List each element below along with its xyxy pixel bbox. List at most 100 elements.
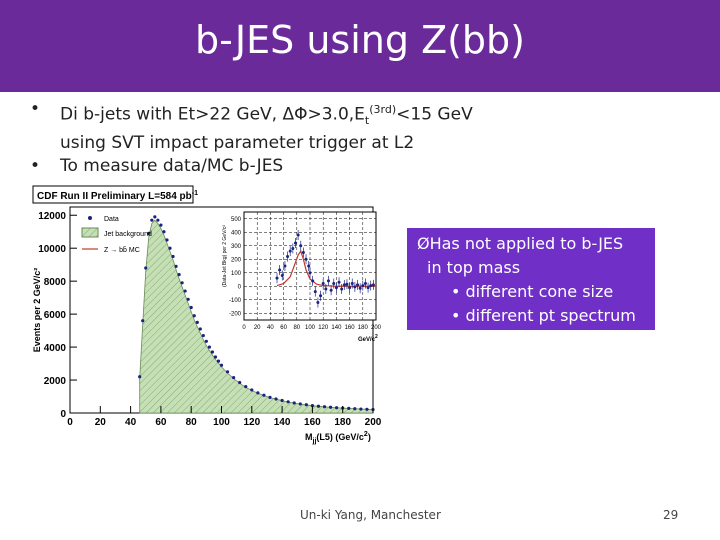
legend-marker-bkg: [81, 227, 99, 238]
chart-title-main: CDF Run II Preliminary L=584 pb: [37, 191, 192, 202]
x-tick-label: 180: [334, 417, 351, 428]
inset-data-point: [301, 251, 305, 254]
inset-x-tick-label: 80: [293, 325, 300, 331]
bullet-1-sup: (3rd): [369, 103, 397, 116]
data-point: [347, 406, 351, 410]
bullet-1-sub: t: [364, 114, 370, 128]
x-tick-label: 60: [155, 417, 167, 428]
bullet-1-text: Di b-jets with Et>22 GeV, ΔΦ>3.0,Et(3rd)…: [60, 98, 473, 132]
chart-title-sup: -1: [192, 190, 198, 197]
inset-data-point: [356, 283, 360, 287]
inset-data-point: [340, 287, 344, 291]
inset-series-signal: [276, 249, 376, 287]
inset-data-point: [291, 246, 295, 250]
inset-x-tick-label: 0: [242, 325, 246, 331]
y-tick-label: 4000: [44, 343, 67, 354]
data-point: [144, 266, 148, 270]
inset-data-point: [332, 282, 336, 286]
data-point: [192, 314, 196, 318]
data-point: [341, 406, 345, 410]
data-point: [316, 404, 321, 408]
data-point: [280, 398, 284, 403]
data-point: [225, 370, 230, 374]
data-point: [219, 363, 224, 367]
inset-data-point: [283, 264, 287, 268]
inset-data-point: [342, 283, 346, 287]
x-tick-label: 80: [186, 417, 198, 428]
inset-data-point: [345, 282, 349, 286]
data-point: [256, 391, 260, 395]
data-point: [207, 345, 211, 349]
data-point: [204, 339, 208, 343]
inset-data-point: [296, 233, 300, 237]
inset-y-tick-label: 100: [231, 271, 242, 277]
data-point: [268, 395, 272, 399]
x-tick-label: 40: [125, 417, 137, 428]
data-point: [174, 264, 178, 268]
inset-y-tick-label: -200: [229, 311, 242, 317]
data-point: [162, 230, 166, 234]
data-point: [371, 407, 375, 412]
inset-data-point: [329, 288, 333, 292]
data-point: [138, 375, 142, 379]
chart-title-box: [32, 185, 194, 204]
inset-x-tick-label: 100: [305, 325, 316, 331]
inset-data-point: [304, 257, 308, 261]
data-point: [153, 215, 157, 219]
x-axis-label: Mjj(L5) (GeV/c2): [305, 431, 371, 445]
x-tick-label: 20: [95, 417, 107, 428]
inset-data-point: [353, 285, 357, 289]
inset-data-point: [361, 284, 365, 288]
data-point: [310, 403, 314, 408]
legend-label: Jet background: [104, 231, 152, 238]
data-point: [216, 359, 221, 363]
legend-label: Z → bb̄ MC: [104, 246, 140, 254]
inset-x-axis-label: GeV/c2: [358, 334, 378, 343]
data-point: [213, 355, 218, 359]
data-point: [177, 272, 181, 277]
inset-x-tick-label: 200: [371, 325, 382, 331]
inset-data-point: [366, 286, 370, 290]
data-point: [183, 289, 187, 293]
bullet-1-part1: Di b-jets with Et>22 GeV, ΔΦ>3.0,E: [60, 104, 365, 125]
bullet-1-continuation: using SVT impact parameter trigger at L2: [60, 133, 415, 154]
series-jet-background: [139, 219, 374, 414]
inset-y-tick-label: -100: [229, 298, 242, 304]
inset-chart: 0 20 40 60 80 100 120 140 160 180 200-200-10001002…: [222, 211, 382, 343]
page-number: 29: [663, 508, 679, 522]
title-bar: [0, 0, 720, 92]
data-point: [171, 254, 175, 259]
inset-data-point: [280, 273, 284, 277]
callout-line-4: • different pt spectrum: [451, 306, 636, 325]
inset-data-point: [308, 271, 312, 275]
inset-data-point: [319, 294, 323, 298]
inset-x-tick-label: 180: [358, 325, 369, 331]
inset-data-point: [348, 286, 352, 290]
inset-y-axis-label: (Data-Jet Bkg) per 2 GeV/c²: [222, 225, 228, 287]
data-point: [165, 238, 169, 242]
data-point: [168, 246, 172, 250]
y-tick-label: 12000: [38, 211, 66, 222]
inset-data-point: [321, 282, 325, 286]
inset-data-point: [371, 283, 375, 287]
data-point: [232, 375, 236, 380]
y-tick-label: 2000: [44, 376, 67, 387]
inset-y-tick-label: 200: [231, 257, 242, 263]
inset-data-point: [316, 300, 320, 304]
inset-y-tick-label: 0: [238, 284, 242, 290]
data-point: [250, 388, 254, 392]
data-point: [186, 297, 190, 301]
data-point: [365, 407, 369, 411]
inset-data-point: [350, 282, 354, 286]
inset-x-tick-label: 140: [331, 325, 342, 331]
inset-data-point: [313, 290, 317, 294]
data-point: [141, 319, 145, 323]
inset-data-point: [299, 244, 303, 248]
inset-data-point: [311, 279, 315, 283]
data-point: [238, 380, 242, 385]
inset-data-point: [363, 282, 367, 286]
data-point: [322, 405, 327, 409]
data-point: [147, 231, 151, 235]
x-axis-label-sub: jj: [312, 438, 317, 445]
inset-data-point: [358, 286, 362, 290]
